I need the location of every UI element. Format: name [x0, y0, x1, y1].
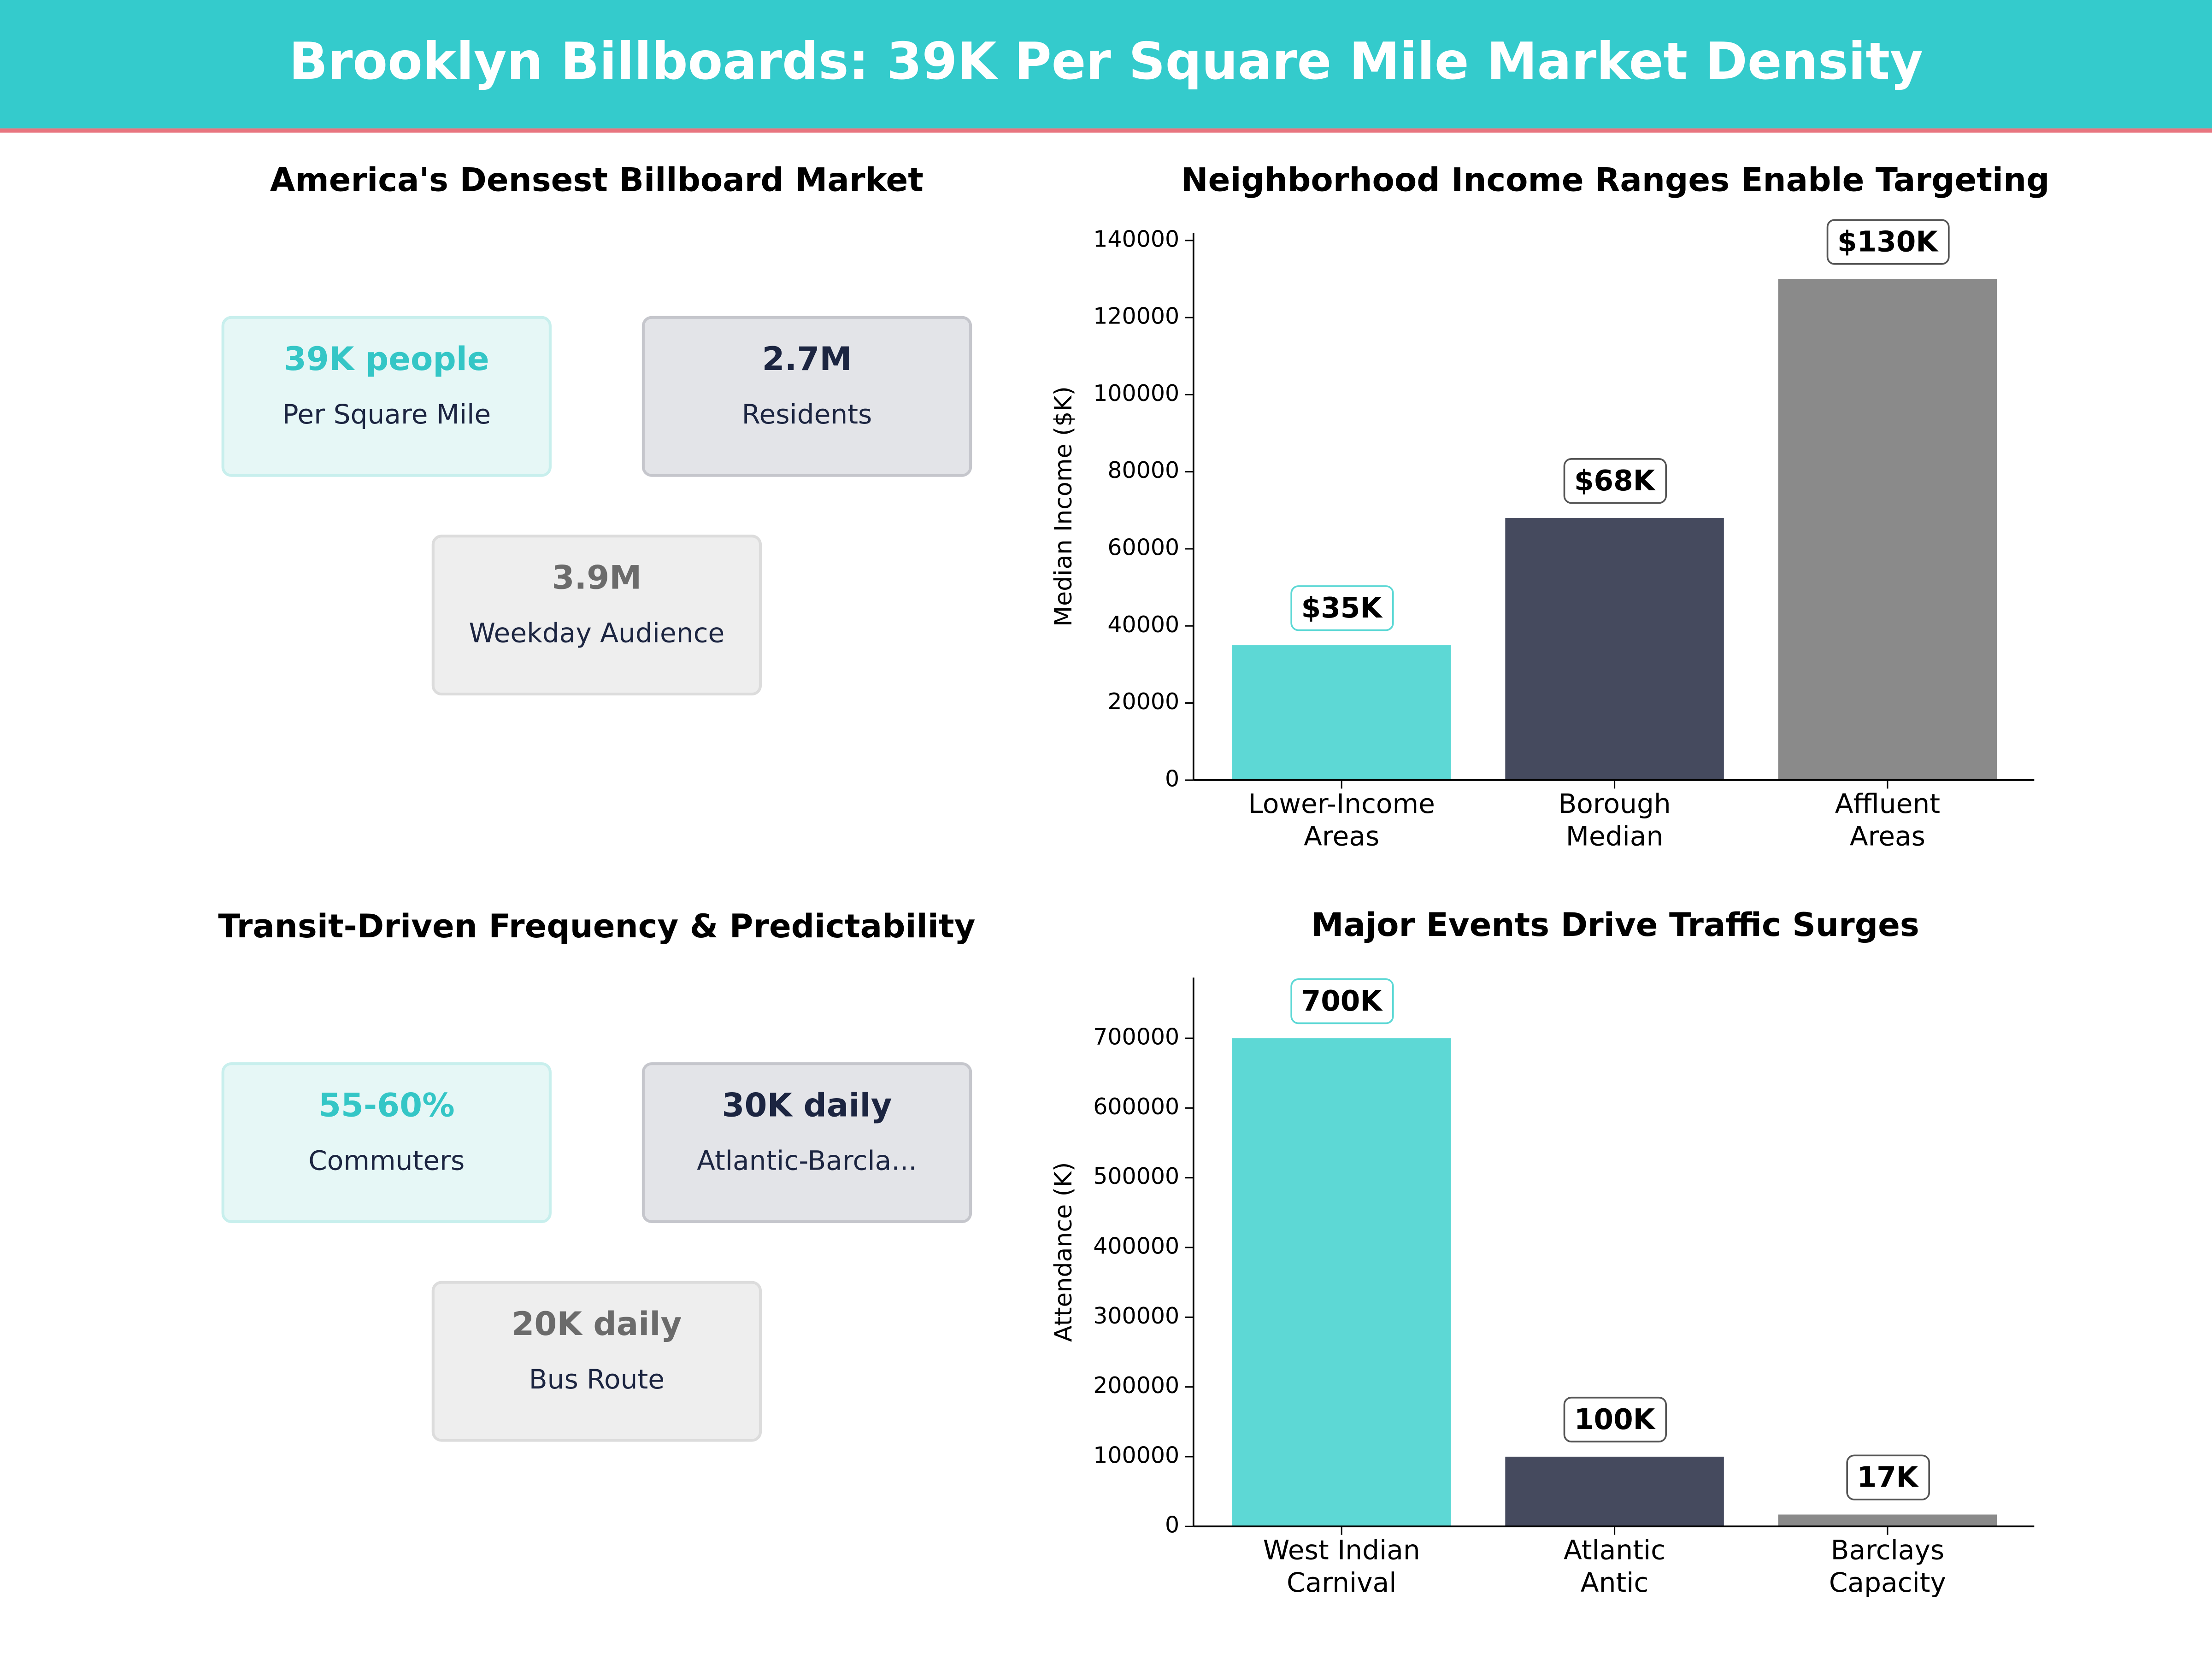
- data-label-box: [1290, 978, 1394, 1024]
- y-tick-label: 600000: [1093, 1094, 1179, 1120]
- data-label: 17K: [1857, 1461, 1919, 1494]
- x-tick-label: West Indian Carnival: [1263, 1534, 1420, 1598]
- bar: [1778, 1514, 1997, 1527]
- data-label: 700K: [1301, 985, 1383, 1018]
- data-label: $68K: [1574, 465, 1656, 497]
- y-tick-label: 0: [1165, 1512, 1179, 1538]
- bar: [1232, 645, 1451, 780]
- bar: [1505, 1456, 1724, 1527]
- x-tick-label: Barclays Capacity: [1829, 1534, 1946, 1598]
- data-label: $35K: [1301, 592, 1383, 624]
- panel-title: Transit-Driven Frequency & Predictabilit…: [218, 907, 975, 945]
- stat-label: Atlantic-Barcla...: [697, 1145, 917, 1177]
- x-tick-label: Affluent Areas: [1835, 788, 1940, 852]
- y-tick-label: 20000: [1107, 688, 1179, 715]
- y-tick-label: 100000: [1093, 1442, 1179, 1468]
- y-tick-label: 0: [1165, 765, 1179, 792]
- chart-title: Neighborhood Income Ranges Enable Target…: [1181, 161, 2050, 199]
- y-tick-label: 300000: [1093, 1303, 1179, 1329]
- y-tick-label: 200000: [1093, 1372, 1179, 1399]
- stat-value: 3.9M: [552, 559, 642, 597]
- x-tick-label: Borough Median: [1558, 788, 1671, 852]
- stat-label: Weekday Audience: [469, 618, 724, 649]
- y-tick-label: 100000: [1093, 380, 1179, 406]
- y-tick-label: 60000: [1107, 534, 1179, 560]
- y-tick-label: 40000: [1107, 612, 1179, 638]
- y-tick-label: 120000: [1093, 303, 1179, 329]
- y-axis-label: Attendance (K): [1050, 1162, 1077, 1342]
- stat-card: [221, 316, 552, 477]
- stat-label: Commuters: [308, 1145, 465, 1177]
- stat-card: [431, 535, 762, 696]
- page-title: Brooklyn Billboards: 39K Per Square Mile…: [289, 32, 1923, 91]
- stat-value: 30K daily: [722, 1087, 892, 1124]
- stat-card: [641, 316, 972, 477]
- stat-card: [431, 1281, 762, 1442]
- y-tick-label: 400000: [1093, 1233, 1179, 1259]
- data-label-box: [1290, 585, 1394, 631]
- x-tick-label: Atlantic Antic: [1564, 1534, 1665, 1598]
- y-tick-label: 140000: [1093, 226, 1179, 252]
- panel-title: America's Densest Billboard Market: [270, 161, 924, 199]
- stat-label: Bus Route: [529, 1364, 665, 1395]
- bar: [1232, 1038, 1451, 1527]
- data-label: $130K: [1837, 226, 1939, 259]
- stat-label: Residents: [742, 399, 872, 430]
- x-tick-label: Lower-Income Areas: [1248, 788, 1435, 852]
- stat-label: Per Square Mile: [282, 399, 491, 430]
- chart-title: Major Events Drive Traffic Surges: [1311, 906, 1919, 944]
- y-tick-label: 500000: [1093, 1163, 1179, 1189]
- data-label: 100K: [1574, 1403, 1656, 1436]
- stat-value: 2.7M: [762, 340, 852, 378]
- y-axis-label: Median Income ($K): [1050, 386, 1077, 627]
- bar: [1778, 279, 1997, 780]
- bar: [1505, 518, 1724, 780]
- stat-value: 39K people: [284, 340, 489, 378]
- header-bar: [0, 0, 2212, 129]
- stat-card: [641, 1062, 972, 1224]
- data-label-box: [1563, 458, 1667, 504]
- data-label-box: [1563, 1396, 1667, 1443]
- data-label-box: [1826, 219, 1950, 265]
- y-tick-label: 700000: [1093, 1024, 1179, 1050]
- header-rule: [0, 128, 2212, 133]
- stat-card: [221, 1062, 552, 1224]
- y-tick-label: 80000: [1107, 457, 1179, 483]
- stat-value: 55-60%: [318, 1087, 455, 1124]
- data-label-box: [1846, 1454, 1930, 1500]
- stat-value: 20K daily: [512, 1305, 682, 1343]
